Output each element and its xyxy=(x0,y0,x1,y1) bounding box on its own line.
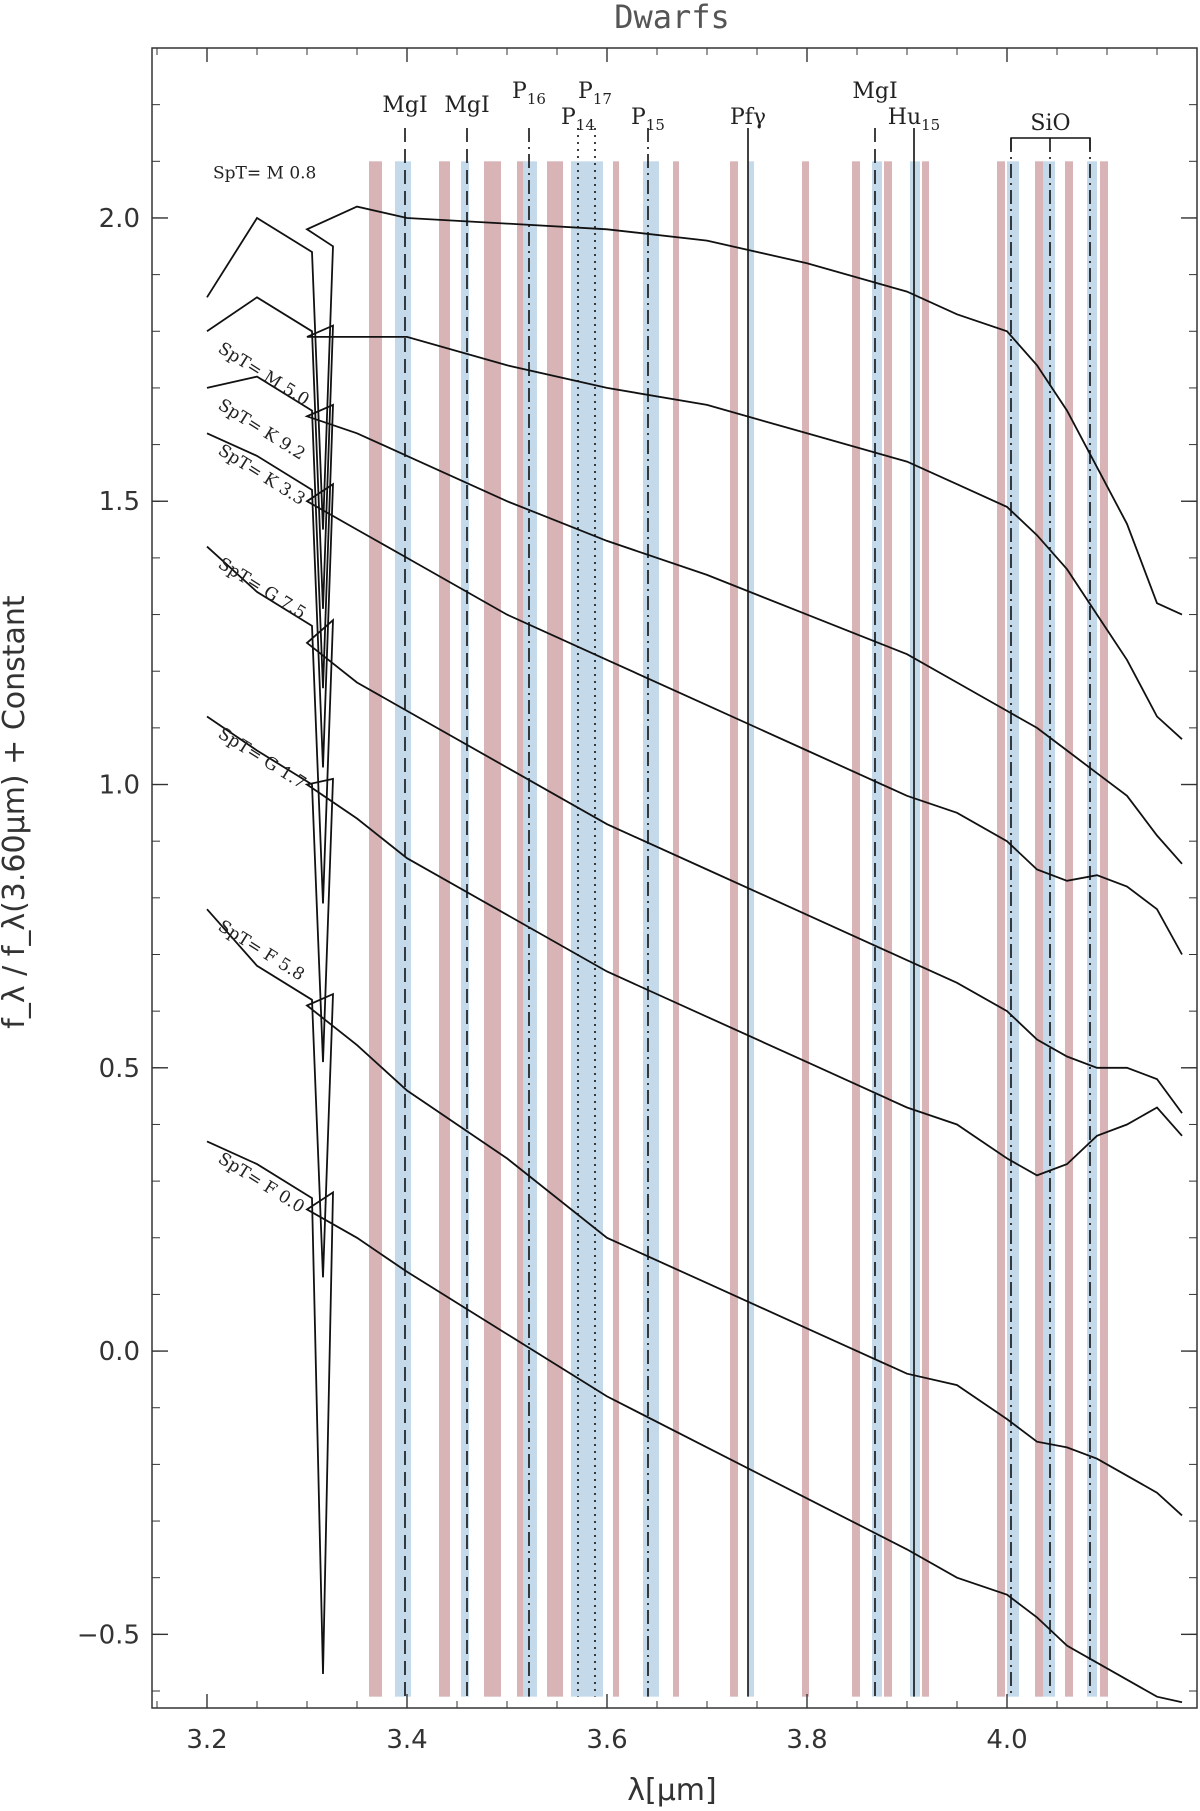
y-tick-label-0: −0.5 xyxy=(77,1620,140,1650)
chart-title: Dwarfs xyxy=(614,0,730,36)
red-band-2 xyxy=(484,161,501,1697)
red-band-8 xyxy=(802,161,809,1697)
x-axis-title: λ[μm] xyxy=(627,1773,716,1808)
red-band-1 xyxy=(439,161,450,1697)
x-tick-label-4: 4.0 xyxy=(986,1725,1027,1755)
feature-bands xyxy=(369,161,1108,1697)
red-band-13 xyxy=(1035,161,1043,1697)
red-band-7 xyxy=(730,161,738,1697)
x-tick-label-0: 3.2 xyxy=(186,1725,227,1755)
spectrum-series-1 xyxy=(206,296,1183,740)
blue-band-7 xyxy=(910,161,920,1697)
sio-label: SiO xyxy=(1030,111,1070,136)
feature-label-2: P16 xyxy=(512,79,546,108)
spectrum-series-3 xyxy=(206,432,1183,955)
x-tick-label-1: 3.4 xyxy=(386,1725,427,1755)
feature-label-1: MgI xyxy=(444,93,489,118)
feature-label-7: MgI xyxy=(852,79,897,104)
feature-label-5: P15 xyxy=(631,105,665,134)
feature-label-3: P14 xyxy=(561,105,595,134)
red-band-9 xyxy=(852,161,860,1697)
x-tick-label-3: 3.8 xyxy=(786,1725,827,1755)
spectrum-series-7 xyxy=(206,1140,1183,1704)
y-axis-title: f_λ / f_λ(3.60μm) + Constant xyxy=(0,595,32,1029)
blue-band-3 xyxy=(571,161,603,1697)
spectrum-series-5 xyxy=(206,715,1183,1177)
red-band-5 xyxy=(613,161,619,1697)
blue-band-4 xyxy=(643,161,659,1697)
spectrum-series-6 xyxy=(206,908,1183,1517)
axis-ticks: 3.2 3.4 3.6 3.8 4.0 −0.5 0.0 0.5 1.0 1.5 2.0 xyxy=(77,48,1197,1755)
blue-band-2 xyxy=(523,161,537,1697)
blue-band-6 xyxy=(872,161,882,1697)
spectrum-series-2 xyxy=(206,375,1183,865)
red-band-11 xyxy=(922,161,929,1697)
spectral-type-label-5: SpT= G 1.7 xyxy=(214,724,309,794)
y-tick-label-3: 1.0 xyxy=(99,771,140,801)
blue-band-1 xyxy=(461,161,469,1697)
y-tick-label-2: 0.5 xyxy=(99,1054,140,1084)
blue-band-0 xyxy=(395,161,411,1697)
sio-bracket xyxy=(1010,137,1091,150)
red-band-10 xyxy=(884,161,892,1697)
y-tick-label-4: 1.5 xyxy=(99,487,140,517)
plot-frame xyxy=(151,47,1198,1709)
feature-lines xyxy=(404,128,1091,1697)
blue-band-8 xyxy=(1007,161,1019,1697)
red-band-15 xyxy=(1100,161,1108,1697)
y-tick-label-5: 2.0 xyxy=(99,204,140,234)
feature-label-8: Hu15 xyxy=(888,105,940,134)
blue-band-9 xyxy=(1043,161,1055,1697)
feature-label-4: P17 xyxy=(578,79,612,108)
blue-band-10 xyxy=(1087,161,1097,1697)
y-tick-label-1: 0.0 xyxy=(99,1337,140,1367)
red-band-0 xyxy=(369,161,382,1697)
spectral-type-label-7: SpT= F 0.0 xyxy=(214,1149,307,1218)
spectrum-series-4 xyxy=(206,545,1183,1114)
spectral-type-label-4: SpT= G 7.5 xyxy=(214,554,309,624)
feature-label-6: Pfγ xyxy=(730,105,766,130)
spectra-series xyxy=(206,205,1183,1704)
red-band-6 xyxy=(673,161,679,1697)
red-band-3 xyxy=(517,161,525,1697)
red-band-4 xyxy=(547,161,563,1697)
blue-band-5 xyxy=(748,161,754,1697)
spectral-type-label-0: SpT= M 0.8 xyxy=(213,163,316,183)
spectral-type-label-6: SpT= F 5.8 xyxy=(214,916,307,985)
red-band-12 xyxy=(997,161,1005,1697)
spectrum-series-0 xyxy=(206,205,1183,616)
feature-label-0: MgI xyxy=(382,93,427,118)
x-tick-label-2: 3.6 xyxy=(586,1725,627,1755)
red-band-14 xyxy=(1065,161,1073,1697)
